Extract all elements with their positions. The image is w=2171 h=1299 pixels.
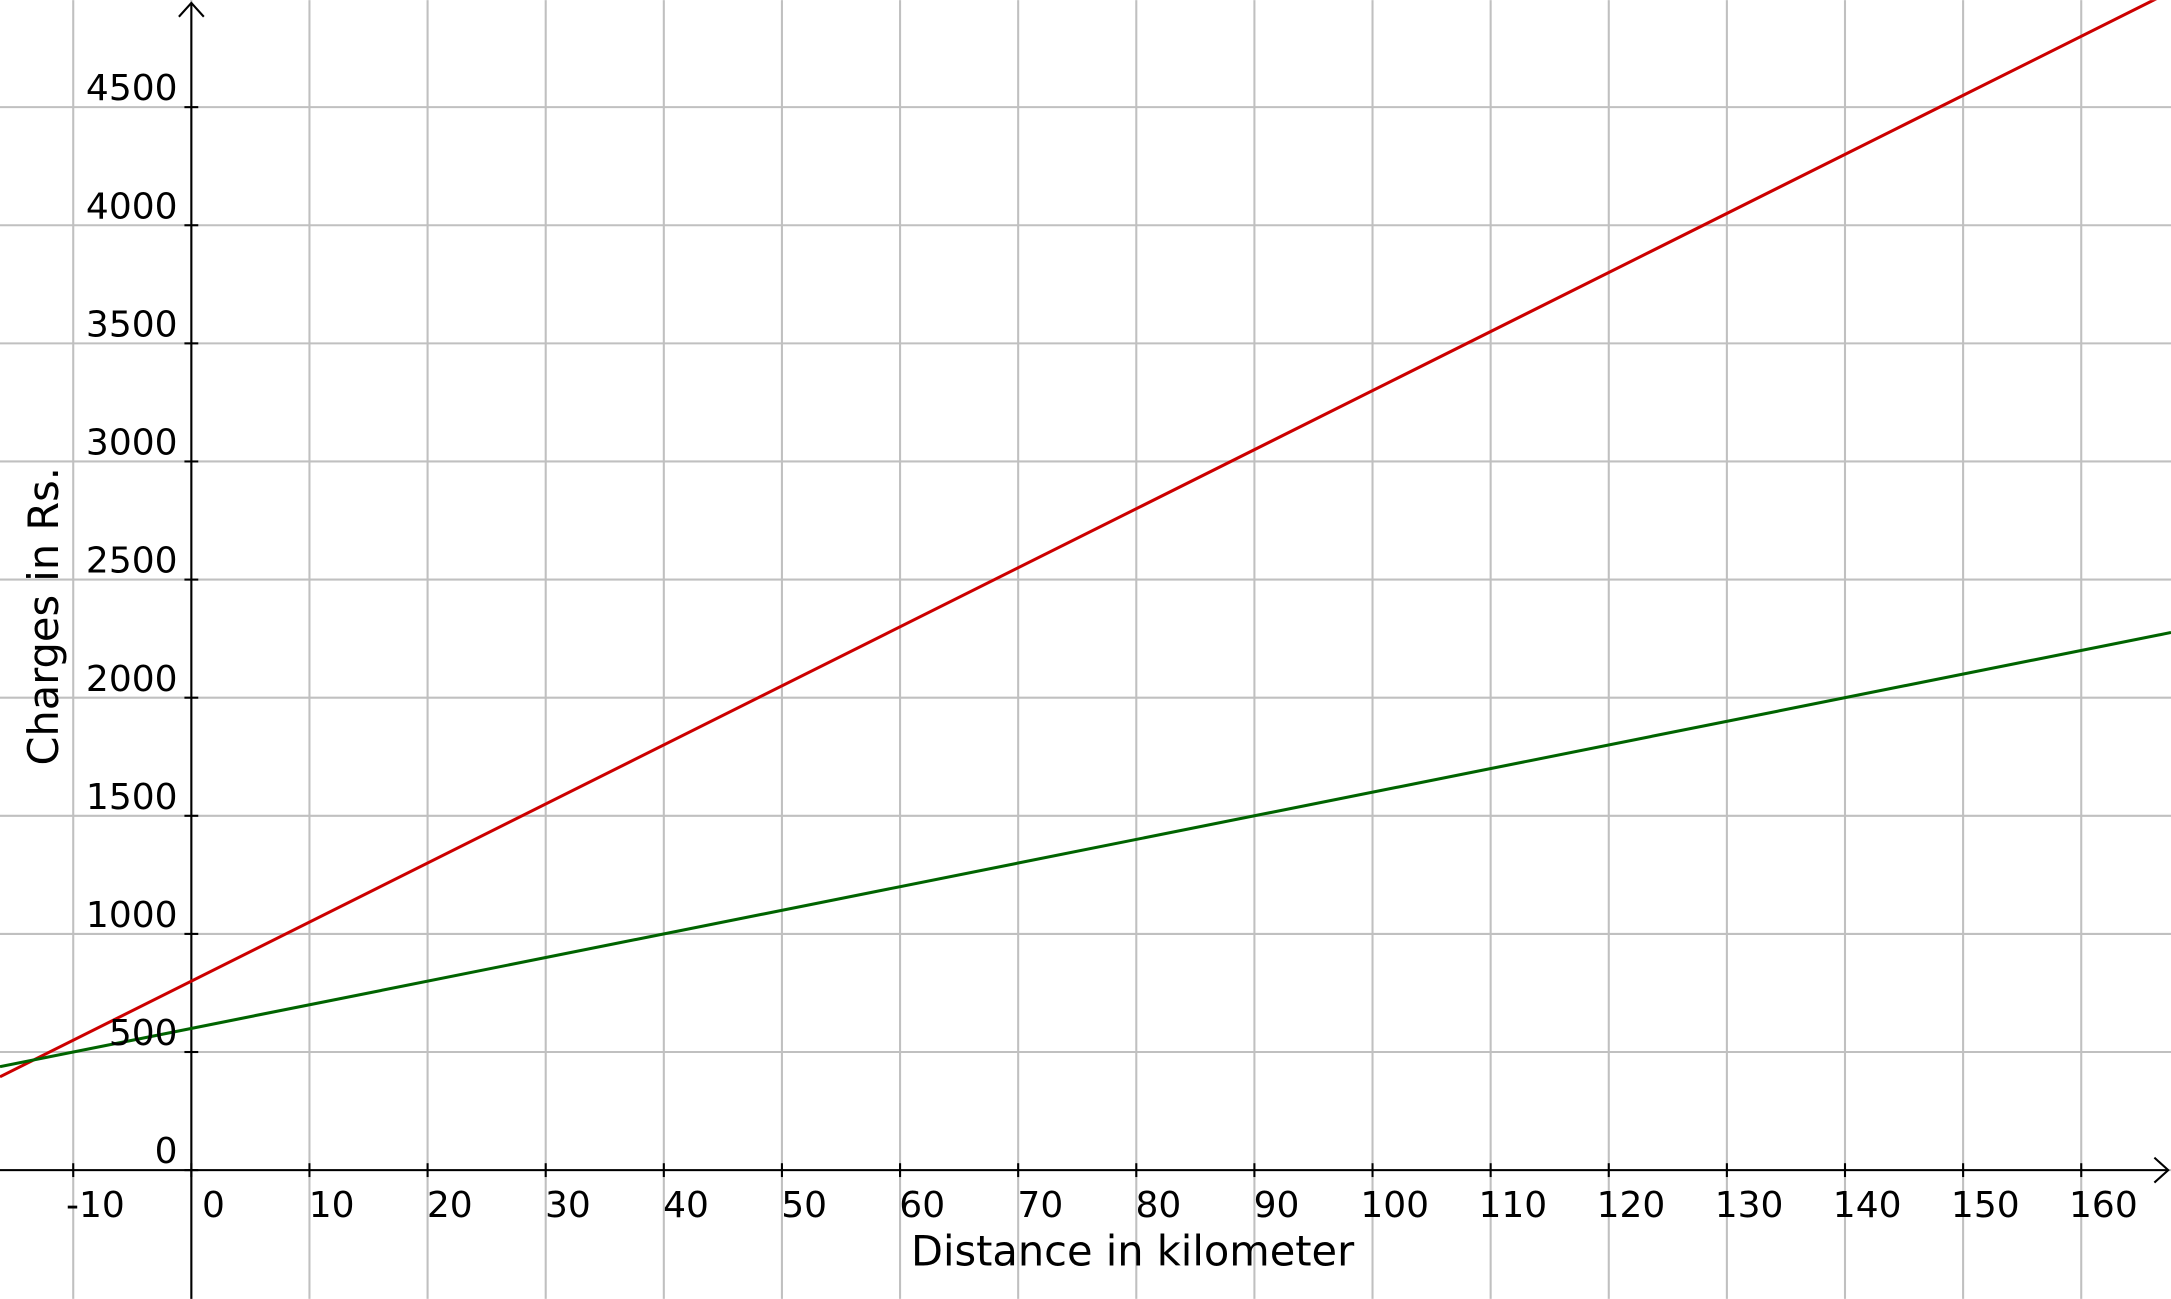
x-tick-label: 90 bbox=[1254, 1185, 1300, 1226]
y-tick-label: 500 bbox=[109, 1013, 178, 1054]
y-axis-arrow bbox=[178, 1, 205, 18]
y-tick-label: 2000 bbox=[86, 659, 178, 700]
x-tick-label: -10 bbox=[66, 1185, 125, 1226]
y-tick-label: 2500 bbox=[86, 541, 178, 582]
x-tick-label: 130 bbox=[1715, 1185, 1784, 1226]
x-tick-label: 100 bbox=[1360, 1185, 1429, 1226]
y-tick-label: 1000 bbox=[86, 895, 178, 936]
x-axis-label: Distance in kilometer bbox=[911, 1227, 1355, 1276]
y-tick-label: 3500 bbox=[86, 304, 178, 345]
x-tick-label: 110 bbox=[1478, 1185, 1547, 1226]
lines bbox=[0, 0, 2171, 1079]
x-tick-label: 20 bbox=[427, 1185, 473, 1226]
x-axis-arrow bbox=[2153, 1156, 2170, 1184]
x-tick-label: 150 bbox=[1951, 1185, 2020, 1226]
x-tick-label: 30 bbox=[545, 1185, 591, 1226]
y-tick-label: 4500 bbox=[86, 68, 178, 109]
x-tick-label: 80 bbox=[1136, 1185, 1182, 1226]
labels: -10 0 10 20 30 40 50 60 70 80 90 100 110 120 130 140 150… bbox=[66, 68, 2138, 1226]
y-tick-label: 3000 bbox=[86, 423, 178, 464]
x-tick-label: 50 bbox=[781, 1185, 827, 1226]
x-tick-label: 160 bbox=[2069, 1185, 2138, 1226]
y-axis-label: Charges in Rs. bbox=[19, 467, 68, 766]
x-tick-label: 120 bbox=[1597, 1185, 1666, 1226]
x-tick-label: 140 bbox=[1833, 1185, 1902, 1226]
x-tick-label: 70 bbox=[1017, 1185, 1063, 1226]
y-tick-label: 1500 bbox=[86, 777, 178, 818]
series-line bbox=[0, 0, 2157, 1079]
x-tick-label: 40 bbox=[663, 1185, 709, 1226]
y-tick-label: 4000 bbox=[86, 186, 178, 227]
y-tick-label: 0 bbox=[155, 1131, 178, 1172]
x-tick-label: 60 bbox=[899, 1185, 945, 1226]
series-line bbox=[0, 630, 2171, 1069]
x-tick-label: 0 bbox=[202, 1185, 225, 1226]
x-tick-label: 10 bbox=[309, 1185, 355, 1226]
